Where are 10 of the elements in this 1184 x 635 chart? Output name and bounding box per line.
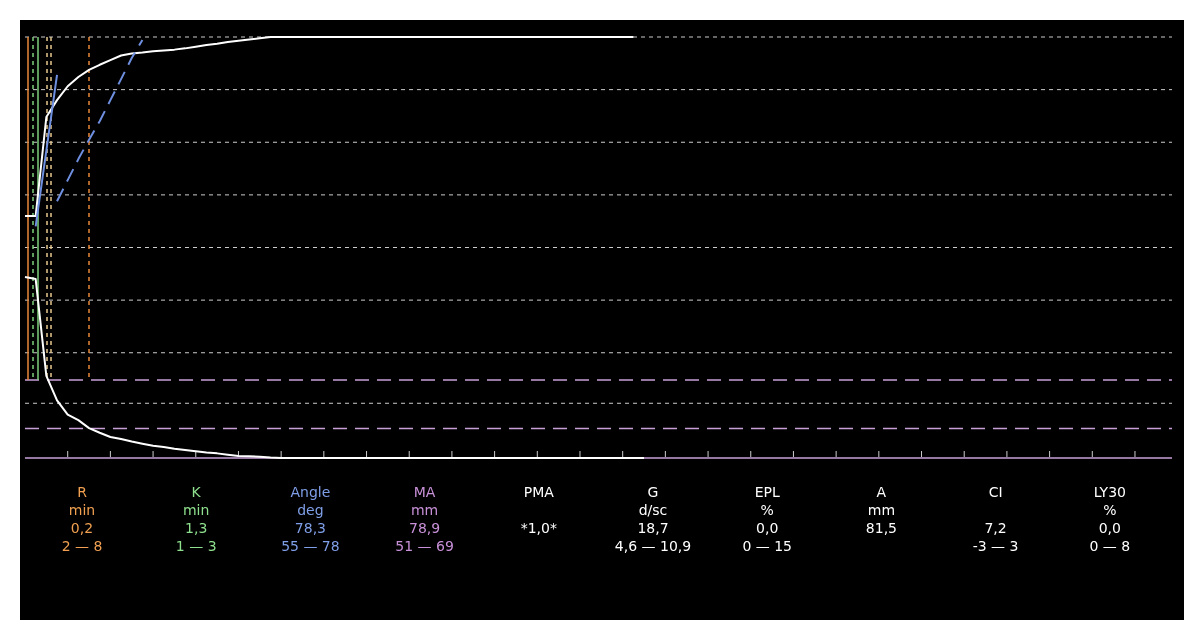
text: EPL % 0,0 0 — 15 [742, 484, 793, 554]
text: PMA *1,0* [520, 484, 557, 536]
text: K min 1,3 1 — 3 [175, 484, 217, 554]
text: LY30 % 0,0 0 — 8 [1089, 484, 1131, 554]
text: G d/sc 18,7 4,6 — 10,9 [614, 484, 692, 554]
text: MA mm 78,9 51 — 69 [395, 484, 454, 554]
text: A mm 81,5 [865, 484, 897, 536]
text: CI 7,2 -3 — 3 [972, 484, 1019, 554]
text: R min 0,2 2 — 8 [61, 484, 103, 554]
text: Angle deg 78,3 55 — 78 [281, 484, 340, 554]
